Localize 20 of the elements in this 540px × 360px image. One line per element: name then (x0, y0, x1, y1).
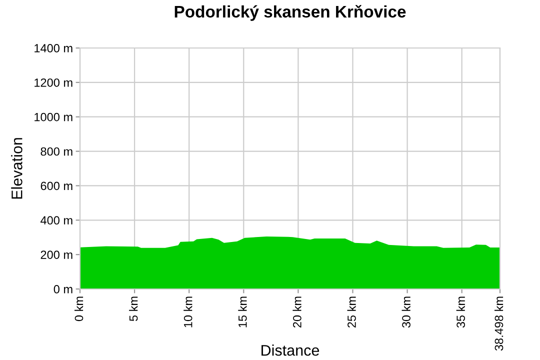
x-tick-label: 35 km (456, 296, 466, 328)
y-tick-label: 800 m (40, 147, 72, 156)
x-tick-label: 38.498 km (494, 296, 504, 351)
y-tick-label: 0 m (54, 285, 72, 294)
chart-title: Podorlický skansen Krňovice (174, 5, 406, 21)
y-tick-label: 200 m (40, 250, 72, 259)
x-tick-label: 0 km (74, 296, 84, 322)
y-tick-label: 1400 m (34, 44, 72, 52)
x-tick-label: 25 km (347, 296, 356, 328)
x-tick-label: 5 km (129, 296, 138, 322)
x-axis-title: Distance (262, 344, 320, 356)
x-tick-label: 20 km (292, 296, 302, 328)
y-tick-label: 400 m (40, 216, 72, 225)
y-tick-label: 1000 m (34, 112, 72, 122)
x-tick-label: 10 km (184, 296, 192, 328)
x-tick-label: 30 km (402, 296, 410, 328)
y-tick-label: 600 m (40, 182, 72, 190)
y-axis-title: Elevation (11, 138, 22, 199)
y-tick-label: 1200 m (34, 78, 72, 87)
x-tick-label: 15 km (238, 296, 247, 328)
